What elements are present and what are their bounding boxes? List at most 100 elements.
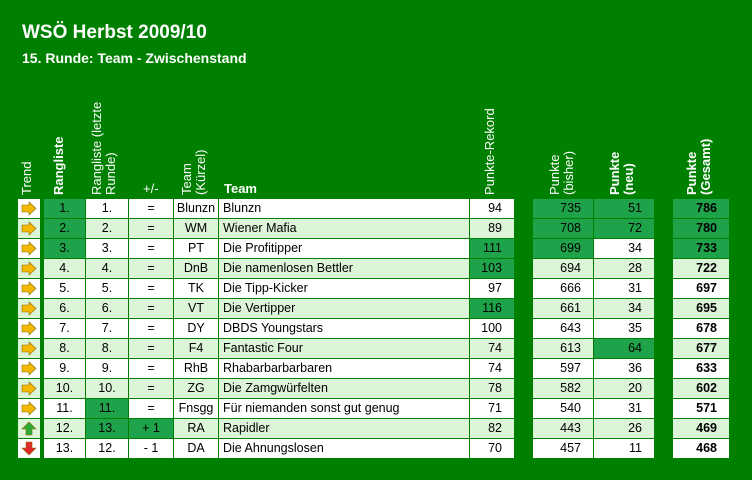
cell-chg: = [129, 339, 173, 358]
header-points-total: Punkte (Gesamt) [684, 130, 715, 195]
cell-prev: 7. [86, 319, 128, 338]
cell-prev: 6. [86, 299, 128, 318]
table-row: 13. 12. - 1 DA Die Ahnungslosen 70 457 11 468 [0, 439, 752, 459]
cell-prev: 8. [86, 339, 128, 358]
cell-rank: 11. [44, 399, 85, 418]
cell-chg: = [129, 399, 173, 418]
trend-cell [18, 239, 40, 258]
cell-rank: 3. [44, 239, 85, 258]
cell-rec: 94 [470, 199, 514, 218]
cell-neu: 72 [594, 219, 654, 238]
cell-bisher: 597 [533, 359, 593, 378]
cell-short: TK [174, 279, 218, 298]
cell-rec: 103 [470, 259, 514, 278]
cell-short: WM [174, 219, 218, 238]
cell-rec: 71 [470, 399, 514, 418]
cell-neu: 64 [594, 339, 654, 358]
arrow-right-icon [21, 221, 37, 236]
cell-short: DnB [174, 259, 218, 278]
cell-chg: + 1 [129, 419, 173, 438]
arrow-right-icon [21, 401, 37, 416]
cell-team: Die Ahnungslosen [219, 439, 469, 458]
cell-short: PT [174, 239, 218, 258]
cell-rec: 100 [470, 319, 514, 338]
trend-cell [18, 219, 40, 238]
header-points-total-text: Punkte (Gesamt) [684, 138, 713, 195]
cell-rank: 1. [44, 199, 85, 218]
cell-ges: 697 [673, 279, 729, 298]
cell-ges: 633 [673, 359, 729, 378]
cell-rank: 7. [44, 319, 85, 338]
table-row: 1. 1. = Blunzn Blunzn 94 735 51 786 [0, 199, 752, 219]
cell-ges: 602 [673, 379, 729, 398]
cell-short: VT [174, 299, 218, 318]
cell-short: ZG [174, 379, 218, 398]
cell-bisher: 735 [533, 199, 593, 218]
table-row: 6. 6. = VT Die Vertipper 116 661 34 695 [0, 299, 752, 319]
cell-team: Blunzn [219, 199, 469, 218]
arrow-right-icon [21, 381, 37, 396]
trend-cell [18, 359, 40, 378]
trend-cell [18, 379, 40, 398]
cell-chg: = [129, 299, 173, 318]
cell-chg: = [129, 259, 173, 278]
header-team-short: Team (Kürzel) [179, 145, 210, 195]
cell-team: Fantastic Four [219, 339, 469, 358]
cell-prev: 12. [86, 439, 128, 458]
cell-ges: 780 [673, 219, 729, 238]
header-points-new-text: Punkte (neu) [607, 151, 636, 195]
cell-team: Die Zamgwürfelten [219, 379, 469, 398]
cell-short: Blunzn [174, 199, 218, 218]
trend-cell [18, 439, 40, 458]
header-points-prev: Punkte (bisher) [547, 145, 578, 195]
cell-rank: 5. [44, 279, 85, 298]
arrow-down-icon [21, 441, 37, 456]
cell-team: Rapidler [219, 419, 469, 438]
header-team-short-text: Team (Kürzel) [179, 149, 208, 195]
cell-neu: 31 [594, 279, 654, 298]
cell-chg: = [129, 239, 173, 258]
arrow-right-icon [21, 261, 37, 276]
cell-rec: 78 [470, 379, 514, 398]
cell-chg: = [129, 219, 173, 238]
cell-rank: 8. [44, 339, 85, 358]
cell-chg: = [129, 379, 173, 398]
cell-short: DA [174, 439, 218, 458]
header-team: Team [224, 181, 257, 196]
cell-neu: 36 [594, 359, 654, 378]
cell-bisher: 540 [533, 399, 593, 418]
cell-bisher: 661 [533, 299, 593, 318]
trend-cell [18, 339, 40, 358]
cell-prev: 9. [86, 359, 128, 378]
cell-bisher: 643 [533, 319, 593, 338]
cell-bisher: 443 [533, 419, 593, 438]
arrow-right-icon [21, 301, 37, 316]
cell-rank: 2. [44, 219, 85, 238]
cell-bisher: 582 [533, 379, 593, 398]
cell-ges: 695 [673, 299, 729, 318]
cell-bisher: 708 [533, 219, 593, 238]
header-points-prev-text: Punkte (bisher) [547, 150, 576, 195]
cell-team: Die namenlosen Bettler [219, 259, 469, 278]
trend-cell [18, 199, 40, 218]
table-row: 9. 9. = RhB Rhabarbarbarbaren 74 597 36 633 [0, 359, 752, 379]
cell-team: Wiener Mafia [219, 219, 469, 238]
cell-chg: - 1 [129, 439, 173, 458]
cell-bisher: 666 [533, 279, 593, 298]
arrow-right-icon [21, 341, 37, 356]
cell-ges: 678 [673, 319, 729, 338]
table-row: 2. 2. = WM Wiener Mafia 89 708 72 780 [0, 219, 752, 239]
cell-ges: 733 [673, 239, 729, 258]
cell-neu: 35 [594, 319, 654, 338]
arrow-right-icon [21, 201, 37, 216]
cell-ges: 677 [673, 339, 729, 358]
table-row: 4. 4. = DnB Die namenlosen Bettler 103 694 28 72… [0, 259, 752, 279]
cell-rank: 4. [44, 259, 85, 278]
arrow-right-icon [21, 321, 37, 336]
trend-cell [18, 299, 40, 318]
cell-ges: 468 [673, 439, 729, 458]
cell-ges: 786 [673, 199, 729, 218]
cell-rec: 89 [470, 219, 514, 238]
cell-neu: 11 [594, 439, 654, 458]
cell-short: DY [174, 319, 218, 338]
